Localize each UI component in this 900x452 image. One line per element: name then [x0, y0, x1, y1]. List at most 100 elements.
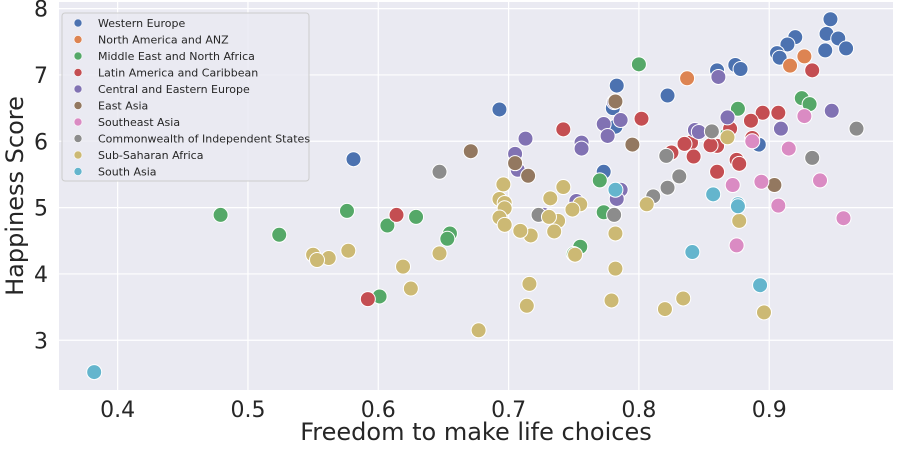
data-point [591, 172, 608, 189]
data-point [702, 137, 719, 154]
data-point [753, 173, 770, 190]
y-tick-label: 8 [34, 0, 48, 23]
data-point [659, 87, 676, 104]
data-point [796, 108, 813, 125]
data-point [540, 208, 557, 225]
legend-label-south-asia: South Asia [98, 166, 157, 179]
data-point [518, 297, 535, 314]
data-point [402, 280, 419, 297]
data-point [796, 48, 813, 65]
data-point [731, 212, 748, 229]
data-point [573, 140, 590, 157]
data-point [567, 246, 584, 263]
data-point [770, 197, 787, 214]
legend-label-southeast-asia: Southeast Asia [98, 116, 180, 129]
series-middle-east-and-north-africa [212, 56, 818, 305]
data-point [491, 101, 508, 118]
data-point [555, 179, 572, 196]
data-point [395, 258, 412, 275]
data-point [728, 237, 745, 254]
data-point [719, 109, 736, 126]
x-axis-label: Freedom to make life choices [300, 418, 652, 446]
data-point [607, 181, 624, 198]
data-point [782, 57, 799, 74]
data-point [732, 60, 749, 77]
data-point [212, 206, 229, 223]
data-point [606, 206, 623, 223]
data-point [431, 163, 448, 180]
data-point [564, 201, 581, 218]
data-point [658, 147, 675, 164]
data-point [555, 121, 572, 138]
data-point [656, 301, 673, 318]
data-point [520, 167, 537, 184]
data-point [823, 102, 840, 119]
data-point [679, 70, 696, 87]
legend-marker-east-asia [73, 101, 83, 110]
x-tick-label: 0.8 [621, 398, 656, 423]
data-point [703, 123, 720, 140]
data-point [612, 112, 629, 129]
legend: Western Europe North America and ANZ Middl… [61, 12, 310, 182]
data-point [742, 112, 759, 129]
data-point [676, 135, 693, 152]
data-point [462, 143, 479, 160]
data-point [804, 62, 821, 79]
legend-frame [61, 12, 310, 182]
data-point [345, 151, 362, 168]
data-point [675, 290, 692, 307]
series-sub-saharan-africa [305, 129, 772, 339]
series-east-asia [462, 93, 783, 194]
data-point [729, 100, 746, 117]
legend-marker-central-and-eastern-europe [73, 84, 83, 94]
data-point [724, 177, 741, 194]
data-point [709, 163, 726, 180]
data-point [271, 226, 288, 243]
y-tick-label: 4 [34, 263, 48, 288]
x-tick-label: 0.4 [100, 398, 135, 423]
data-point [309, 252, 326, 269]
y-tick-label: 3 [34, 329, 48, 354]
data-point [439, 230, 456, 247]
data-point [835, 210, 852, 227]
data-point [496, 216, 513, 233]
data-point [379, 217, 396, 234]
legend-label-north-america-and-anz: North America and ANZ [98, 34, 229, 47]
legend-marker-south-asia [73, 167, 83, 176]
x-tick-label: 0.5 [230, 398, 265, 423]
x-tick-label: 0.6 [361, 398, 396, 423]
data-point [838, 40, 855, 57]
data-point [752, 277, 769, 294]
data-point [495, 176, 512, 193]
data-point [633, 110, 650, 127]
data-point [744, 133, 761, 150]
data-point [388, 206, 405, 223]
data-point [671, 168, 688, 185]
data-point [770, 104, 787, 121]
legend-label-east-asia: East Asia [98, 100, 148, 113]
data-point [659, 179, 676, 196]
data-point [817, 42, 834, 59]
data-point [603, 292, 620, 309]
legend-label-western-europe: Western Europe [98, 17, 186, 30]
series-south-asia [86, 181, 769, 381]
legend-label-sub-saharan-africa: Sub-Saharan Africa [98, 149, 203, 162]
legend-marker-western-europe [73, 18, 83, 28]
y-tick-label: 5 [34, 197, 48, 222]
y-axis-label: Happiness Score [1, 96, 29, 296]
x-tick-labels: 0.4 0.5 0.6 0.7 0.8 0.9 [100, 398, 787, 423]
data-point [638, 196, 655, 213]
data-point [542, 190, 559, 207]
data-point [624, 136, 641, 153]
data-point [766, 177, 783, 194]
data-point [685, 148, 702, 165]
data-point [804, 149, 821, 166]
legend-marker-north-america-and-anz [73, 35, 83, 44]
data-point [607, 225, 624, 242]
data-point [731, 155, 748, 172]
data-point [507, 155, 524, 172]
data-point [470, 322, 487, 339]
y-tick-label: 7 [34, 64, 48, 89]
data-point [521, 275, 538, 292]
data-point [780, 140, 797, 157]
